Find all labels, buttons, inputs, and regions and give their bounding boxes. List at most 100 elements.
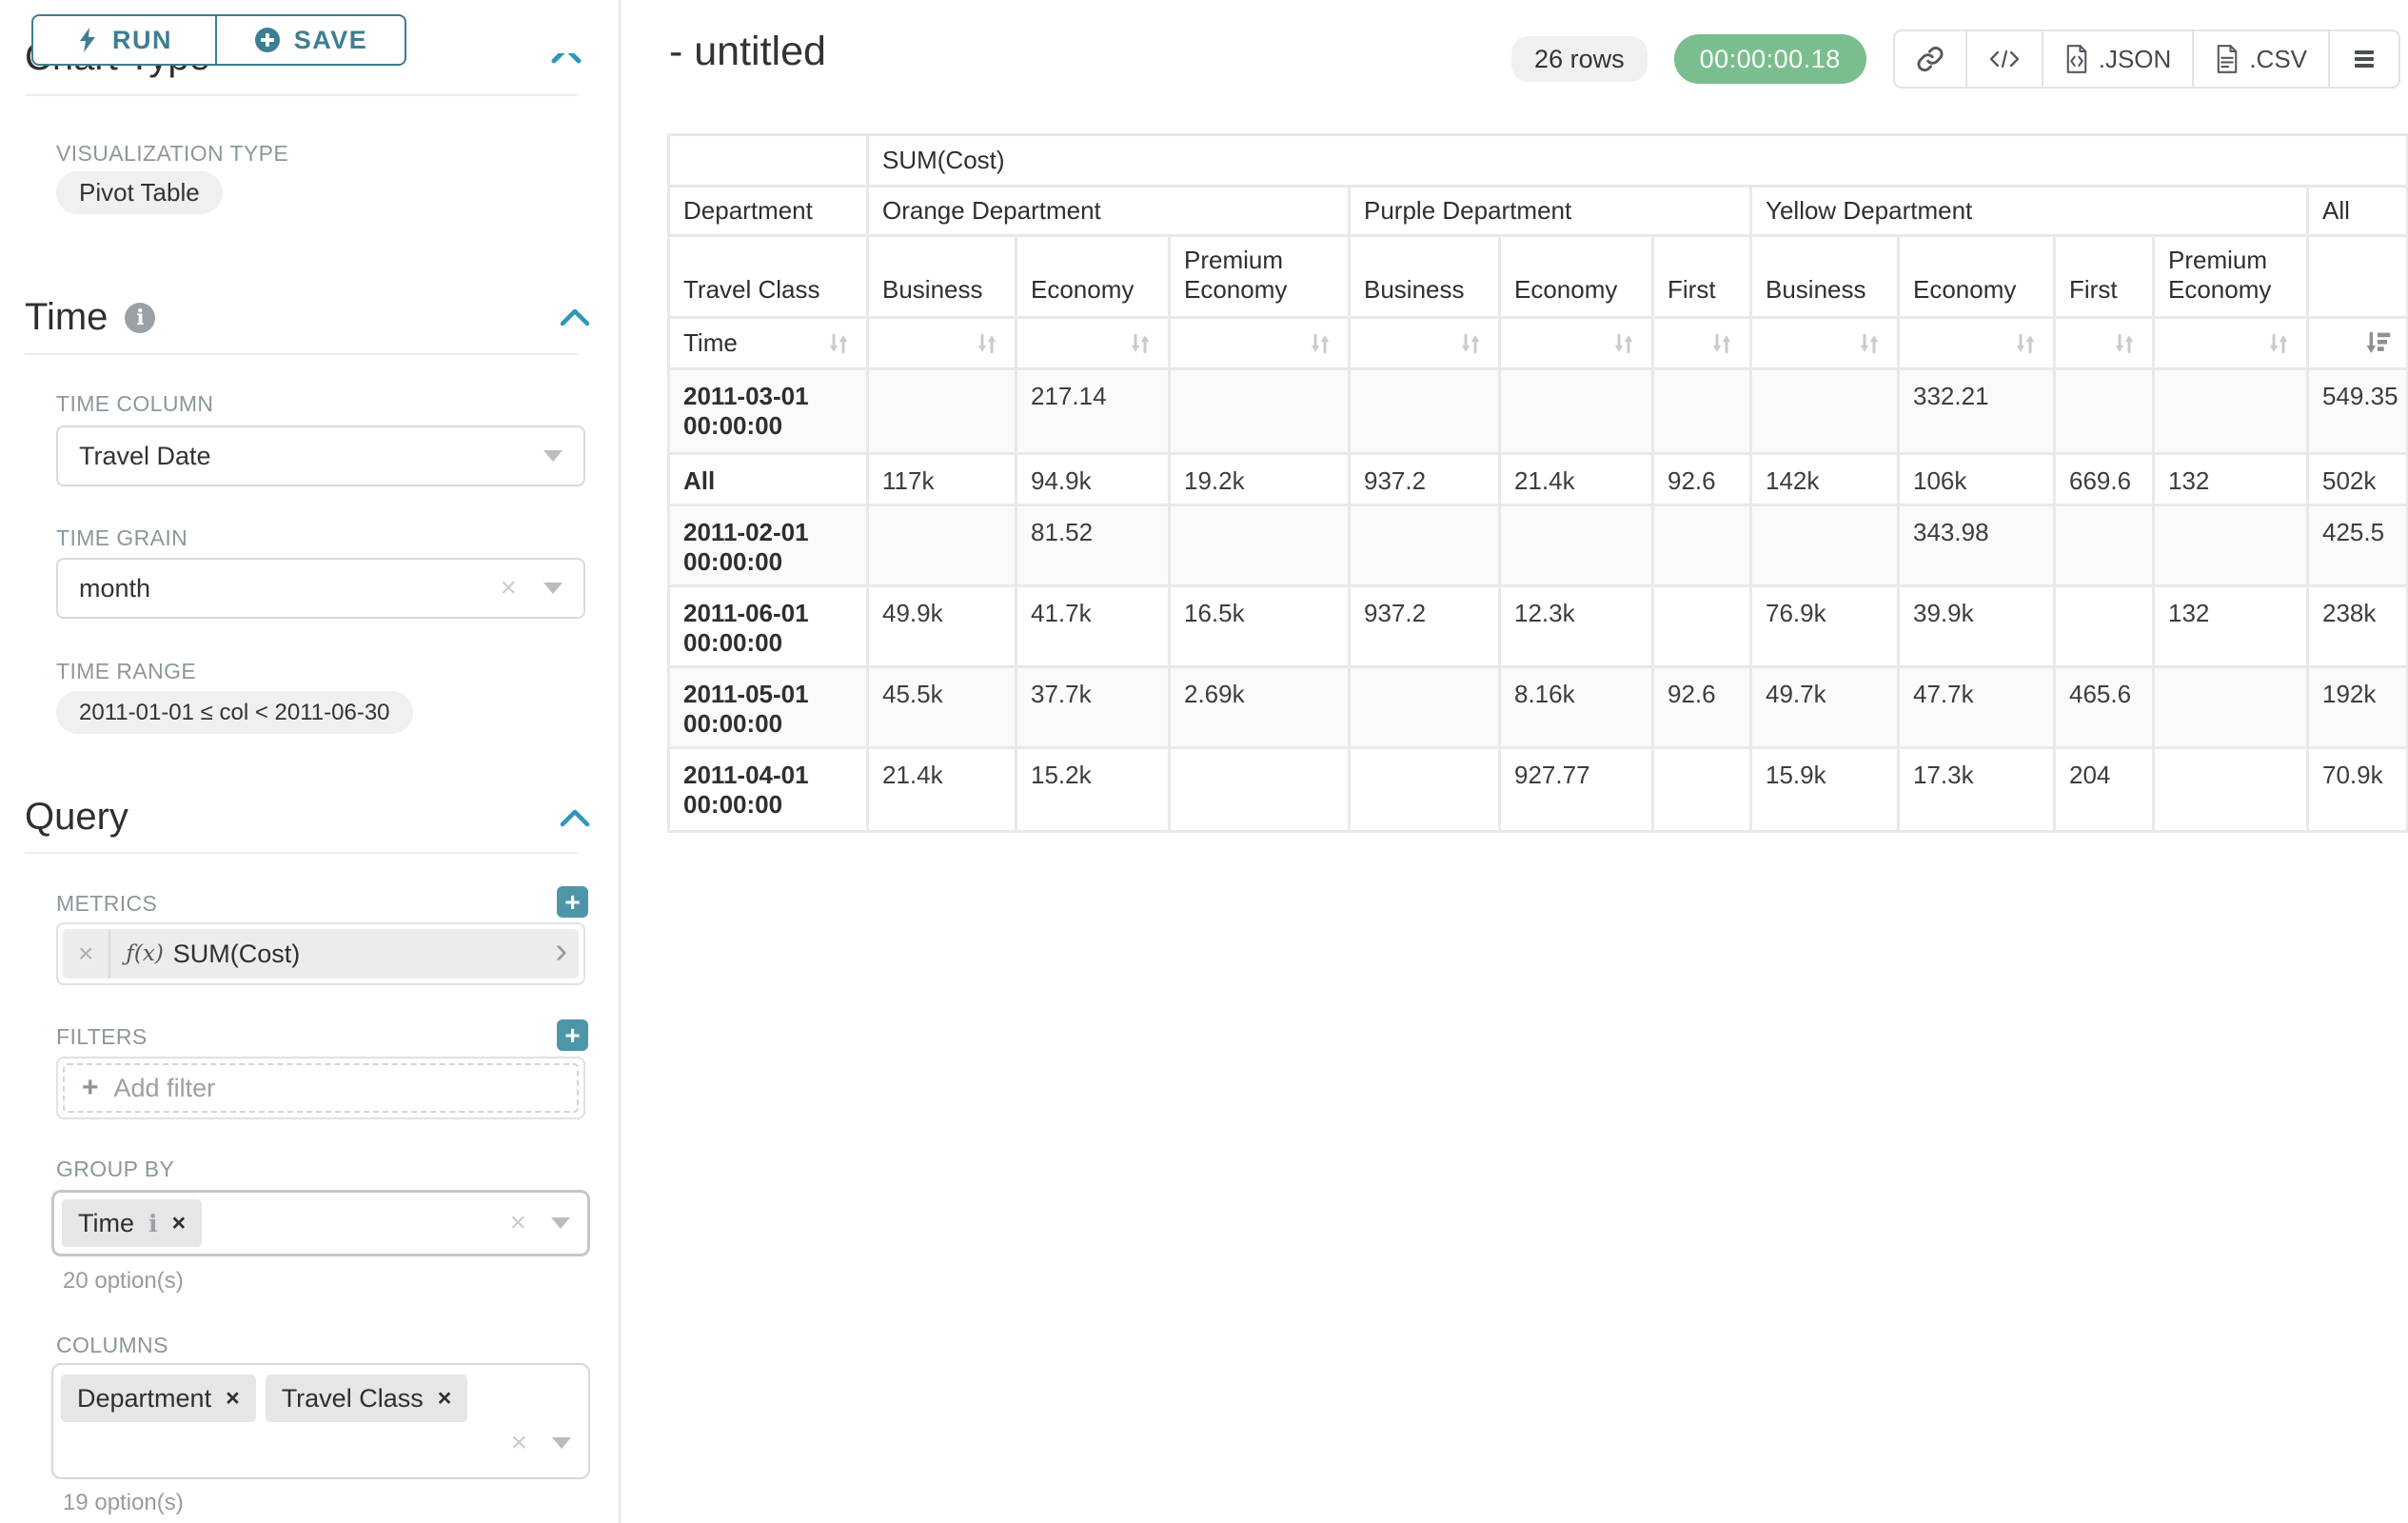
- column-sort-cell[interactable]: [2053, 316, 2155, 370]
- column-sort-cell[interactable]: [1015, 316, 1171, 370]
- table-row: 2011-03-01 00:00:00 217.14 332.21 549.35: [667, 367, 2408, 455]
- remove-tag-icon[interactable]: ×: [226, 1384, 240, 1412]
- query-section-collapse-icon[interactable]: [560, 807, 590, 828]
- metric-name: SUM(Cost): [172, 939, 301, 968]
- sort-icon[interactable]: [973, 329, 1001, 358]
- value-cell: 21.4k: [866, 746, 1017, 833]
- column-sort-cell[interactable]: [2305, 316, 2408, 370]
- tag-label: Travel Class: [281, 1383, 424, 1413]
- column-sort-cell[interactable]: [866, 316, 1017, 370]
- value-cell: 132: [2152, 452, 2309, 506]
- export-csv-button[interactable]: .CSV: [2194, 31, 2330, 87]
- value-cell: 16.5k: [1168, 584, 1351, 668]
- value-cell: 332.21: [1897, 367, 2056, 455]
- column-sort-cell[interactable]: [1498, 316, 1654, 370]
- plus-circle-icon: [254, 28, 280, 52]
- column-sort-cell[interactable]: [1348, 316, 1501, 370]
- time-grain-select[interactable]: month ×: [56, 558, 585, 619]
- export-json-label: .JSON: [2098, 44, 2172, 73]
- add-metric-button[interactable]: +: [557, 886, 588, 918]
- save-button[interactable]: SAVE: [217, 16, 405, 64]
- add-filter-dropzone[interactable]: + Add filter: [63, 1063, 579, 1113]
- link-icon: [1917, 47, 1944, 71]
- time-section-header: Time i: [25, 296, 156, 339]
- run-button[interactable]: RUN: [33, 16, 217, 64]
- column-sort-cell[interactable]: [2152, 316, 2309, 370]
- visualization-type-value[interactable]: Pivot Table: [56, 171, 223, 214]
- sort-icon[interactable]: [1306, 329, 1334, 358]
- row-header-cell: 2011-02-01 00:00:00: [667, 504, 869, 587]
- sort-descending-icon[interactable]: [2362, 328, 2393, 359]
- copy-link-button[interactable]: [1895, 31, 1967, 87]
- row-header-cell: 2011-06-01 00:00:00: [667, 584, 869, 668]
- selected-option-tag[interactable]: Department ×: [61, 1375, 256, 1422]
- selected-option-tag[interactable]: Travel Class ×: [265, 1375, 468, 1422]
- value-cell: 45.5k: [866, 665, 1017, 749]
- query-section-title: Query: [25, 796, 128, 838]
- chevron-right-icon[interactable]: ›: [555, 931, 567, 971]
- embed-code-button[interactable]: [1967, 31, 2043, 87]
- sort-icon[interactable]: [2011, 329, 2040, 358]
- table-row: All 117k 94.9k 19.2k 937.2 21.4k 92.6 142k 106k 6…: [667, 452, 2408, 506]
- sort-icon[interactable]: [1707, 329, 1736, 358]
- value-cell: 41.7k: [1015, 584, 1171, 668]
- export-json-button[interactable]: .JSON: [2043, 31, 2195, 87]
- group-by-select[interactable]: Time i × ×: [51, 1190, 590, 1256]
- value-cell: 217.14: [1015, 367, 1171, 455]
- clear-icon[interactable]: ×: [510, 1427, 527, 1458]
- more-menu-button[interactable]: [2330, 31, 2398, 87]
- info-icon[interactable]: i: [148, 1209, 158, 1237]
- time-range-value[interactable]: 2011-01-01 ≤ col < 2011-06-30: [56, 691, 413, 734]
- column-sort-cell[interactable]: [1897, 316, 2056, 370]
- value-cell: [1498, 504, 1654, 587]
- sort-icon[interactable]: [1855, 329, 1884, 358]
- sort-icon[interactable]: [1126, 329, 1155, 358]
- plus-icon: +: [82, 1072, 99, 1103]
- clear-icon[interactable]: ×: [500, 572, 517, 603]
- value-cell: 502k: [2305, 452, 2408, 506]
- row-dimension-sort-cell[interactable]: Time: [667, 316, 869, 370]
- selected-option-tag[interactable]: Time i ×: [62, 1199, 203, 1247]
- remove-tag-icon[interactable]: ×: [437, 1384, 452, 1412]
- travel-class-header-cell: Economy: [1015, 234, 1171, 319]
- remove-tag-icon[interactable]: ×: [171, 1209, 187, 1236]
- group-by-tags: Time i ×: [62, 1199, 211, 1247]
- chart-title[interactable]: - untitled: [669, 29, 826, 74]
- row-header-cell: All: [667, 452, 869, 506]
- sort-icon[interactable]: [824, 329, 853, 358]
- travel-class-header-cell: Premium Economy: [1168, 234, 1351, 319]
- section-divider: [25, 852, 578, 854]
- value-cell: 81.52: [1015, 504, 1171, 587]
- time-section-collapse-icon[interactable]: [560, 307, 590, 327]
- sort-icon[interactable]: [2110, 329, 2139, 358]
- table-row: 2011-02-01 00:00:00 81.52 343.98 425.5: [667, 504, 2408, 587]
- value-cell: 39.9k: [1897, 584, 2056, 668]
- clear-icon[interactable]: ×: [509, 1207, 526, 1238]
- value-cell: 937.2: [1348, 584, 1501, 668]
- value-cell: [2053, 584, 2155, 668]
- column-sort-cell[interactable]: [1651, 316, 1752, 370]
- time-section-title: Time: [25, 296, 109, 338]
- query-section-header: Query: [25, 796, 128, 839]
- row-header-cell: 2011-03-01 00:00:00: [667, 367, 869, 455]
- columns-select[interactable]: Department × Travel Class × ×: [51, 1363, 590, 1479]
- column-sort-cell[interactable]: [1168, 316, 1351, 370]
- info-icon[interactable]: i: [125, 302, 156, 333]
- sort-icon[interactable]: [1609, 329, 1638, 358]
- travel-class-header-cell: First: [1651, 234, 1752, 319]
- column-sort-cell[interactable]: [1749, 316, 1900, 370]
- travel-class-header-cell: Economy: [1897, 234, 2056, 319]
- metric-item[interactable]: × ƒ(x) SUM(Cost) ›: [63, 929, 579, 979]
- department-group-cell: Orange Department: [866, 185, 1351, 237]
- sort-icon[interactable]: [2264, 329, 2293, 358]
- time-grain-value: month: [79, 573, 151, 603]
- time-column-select[interactable]: Travel Date: [56, 425, 585, 486]
- remove-metric-icon[interactable]: ×: [63, 929, 111, 979]
- add-filter-button[interactable]: +: [557, 1019, 588, 1051]
- value-cell: 94.9k: [1015, 452, 1171, 506]
- department-group-cell: All: [2305, 185, 2408, 237]
- columns-options-hint: 19 option(s): [63, 1490, 184, 1515]
- chart-type-collapse-icon[interactable]: [550, 53, 598, 69]
- sort-icon[interactable]: [1456, 329, 1485, 358]
- value-cell: [1168, 504, 1351, 587]
